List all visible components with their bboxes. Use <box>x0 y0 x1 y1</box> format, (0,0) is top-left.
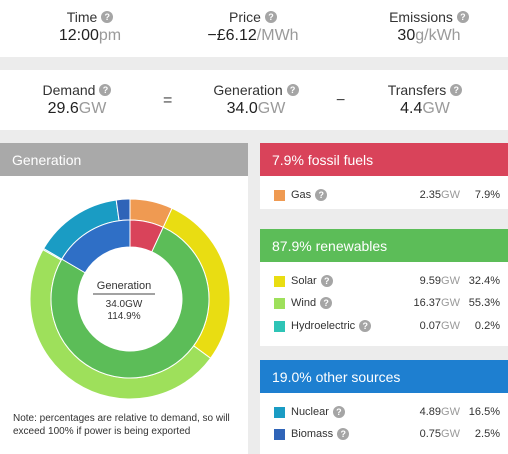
transfers-label: Transfers <box>387 82 447 98</box>
fossil-fuels-panel: 7.9% fossil fuels Gas? 2.35GW 7.9% <box>260 143 508 209</box>
wind-unit: GW <box>441 297 460 309</box>
source-row-hydroelectric: Hydroelectric? 0.07GW 0.2% <box>260 314 508 338</box>
price-stat: Price? −£6.12/MWh <box>183 9 323 45</box>
hydroelectric-unit: GW <box>441 320 460 332</box>
biomass-name: Biomass <box>291 428 334 440</box>
help-icon[interactable]: ? <box>99 84 112 96</box>
solar-unit: GW <box>441 275 460 287</box>
biomass-gw: 0.75 <box>419 428 442 440</box>
solar-swatch <box>274 275 285 287</box>
wind-name: Wind <box>291 297 317 309</box>
time-stat: Time? 12:00pm <box>30 9 150 45</box>
help-icon[interactable]: ? <box>320 297 333 309</box>
nuclear-pct: 16.5% <box>468 406 500 418</box>
generation-value: 34.0 <box>226 100 258 117</box>
hydroelectric-name: Hydroelectric <box>291 320 356 332</box>
nuclear-gw: 4.89 <box>419 406 442 418</box>
other-sources-panel: 19.0% other sources Nuclear? 4.89GW 16.5… <box>260 360 508 454</box>
renewables-header: 87.9% renewables <box>260 229 508 262</box>
donut-center-pct: 114.9% <box>107 311 140 322</box>
nuclear-unit: GW <box>441 406 460 418</box>
transfers-unit: GW <box>422 100 450 117</box>
biomass-swatch <box>274 428 285 440</box>
price-unit: /MWh <box>256 27 299 44</box>
demand-unit: GW <box>78 100 107 117</box>
fossil-fuels-header: 7.9% fossil fuels <box>260 143 508 176</box>
solar-pct: 32.4% <box>468 275 500 287</box>
generation-donut-chart[interactable]: Generation 34.0GW 114.9% <box>0 176 248 421</box>
help-icon[interactable]: ? <box>320 275 333 287</box>
hydroelectric-pct: 0.2% <box>474 320 500 332</box>
wind-gw: 16.37 <box>413 297 442 309</box>
other-sources-title: 19.0% other sources <box>272 368 401 385</box>
help-icon[interactable]: ? <box>286 84 299 96</box>
transfers-value: 4.4 <box>400 100 423 117</box>
emissions-value: 30 <box>397 27 416 44</box>
gas-gw: 2.35 <box>419 189 442 201</box>
time-unit: pm <box>98 27 122 44</box>
donut-hole <box>78 247 182 351</box>
source-row-biomass: Biomass? 0.75GW 2.5% <box>260 422 508 446</box>
demand-value: 29.6 <box>47 100 79 117</box>
help-icon[interactable]: ? <box>456 11 469 23</box>
generation-panel: Generation Generation 34.0GW 114.9% Note… <box>0 143 248 454</box>
equals-sign: = <box>163 92 173 109</box>
help-icon[interactable]: ? <box>450 84 463 96</box>
help-icon[interactable]: ? <box>101 11 114 23</box>
renewables-panel: 87.9% renewables Solar? 9.59GW 32.4% Win… <box>260 229 508 346</box>
outer-slice-biomass[interactable] <box>115 198 131 222</box>
gas-swatch <box>274 189 285 201</box>
demand-stat: Demand? 29.6GW <box>22 82 132 118</box>
wind-pct: 55.3% <box>468 297 500 309</box>
generation-label: Generation <box>213 82 283 98</box>
balance-card: Demand? 29.6GW = Generation? 34.0GW − Tr… <box>0 70 508 130</box>
help-icon[interactable]: ? <box>359 320 372 332</box>
source-row-wind: Wind? 16.37GW 55.3% <box>260 291 508 315</box>
wind-swatch <box>274 297 285 309</box>
solar-name: Solar <box>291 275 317 287</box>
price-value: −£6.12 <box>207 27 257 44</box>
price-label: Price <box>229 9 261 25</box>
time-value: 12:00 <box>58 27 99 44</box>
help-icon[interactable]: ? <box>264 11 277 23</box>
help-icon[interactable]: ? <box>337 428 350 440</box>
help-icon[interactable]: ? <box>315 189 328 201</box>
biomass-unit: GW <box>441 428 460 440</box>
gas-name: Gas <box>291 189 312 201</box>
emissions-stat: Emissions? 30g/kWh <box>364 9 494 45</box>
generation-note: Note: percentages are relative to demand… <box>13 413 230 437</box>
hydroelectric-gw: 0.07 <box>419 320 442 332</box>
source-row-gas: Gas? 2.35GW 7.9% <box>260 183 508 207</box>
biomass-pct: 2.5% <box>474 428 500 440</box>
transfers-stat: Transfers? 4.4GW <box>370 82 480 118</box>
solar-gw: 9.59 <box>419 275 442 287</box>
demand-label: Demand <box>42 82 96 98</box>
other-sources-header: 19.0% other sources <box>260 360 508 393</box>
generation-stat: Generation? 34.0GW <box>196 82 316 118</box>
inner-ring <box>50 219 210 379</box>
generation-panel-header: Generation <box>0 143 248 176</box>
generation-panel-title: Generation <box>12 151 82 168</box>
hydroelectric-swatch <box>274 320 285 332</box>
fossil-fuels-title: 7.9% fossil fuels <box>272 151 374 168</box>
renewables-title: 87.9% renewables <box>272 237 388 254</box>
emissions-unit: g/kWh <box>415 27 461 44</box>
nuclear-name: Nuclear <box>291 406 329 418</box>
gas-unit: GW <box>441 189 460 201</box>
generation-unit: GW <box>257 100 286 117</box>
time-label: Time <box>66 9 98 25</box>
source-row-solar: Solar? 9.59GW 32.4% <box>260 269 508 293</box>
emissions-label: Emissions <box>389 9 453 25</box>
help-icon[interactable]: ? <box>332 406 345 418</box>
nuclear-swatch <box>274 406 285 418</box>
summary-card: Time? 12:00pm Price? −£6.12/MWh Emission… <box>0 0 508 57</box>
source-row-nuclear: Nuclear? 4.89GW 16.5% <box>260 400 508 424</box>
minus-sign: − <box>336 92 346 109</box>
donut-center-gw: 34.0GW <box>106 299 143 310</box>
gas-pct: 7.9% <box>474 189 500 201</box>
donut-center-label: Generation <box>97 280 151 292</box>
